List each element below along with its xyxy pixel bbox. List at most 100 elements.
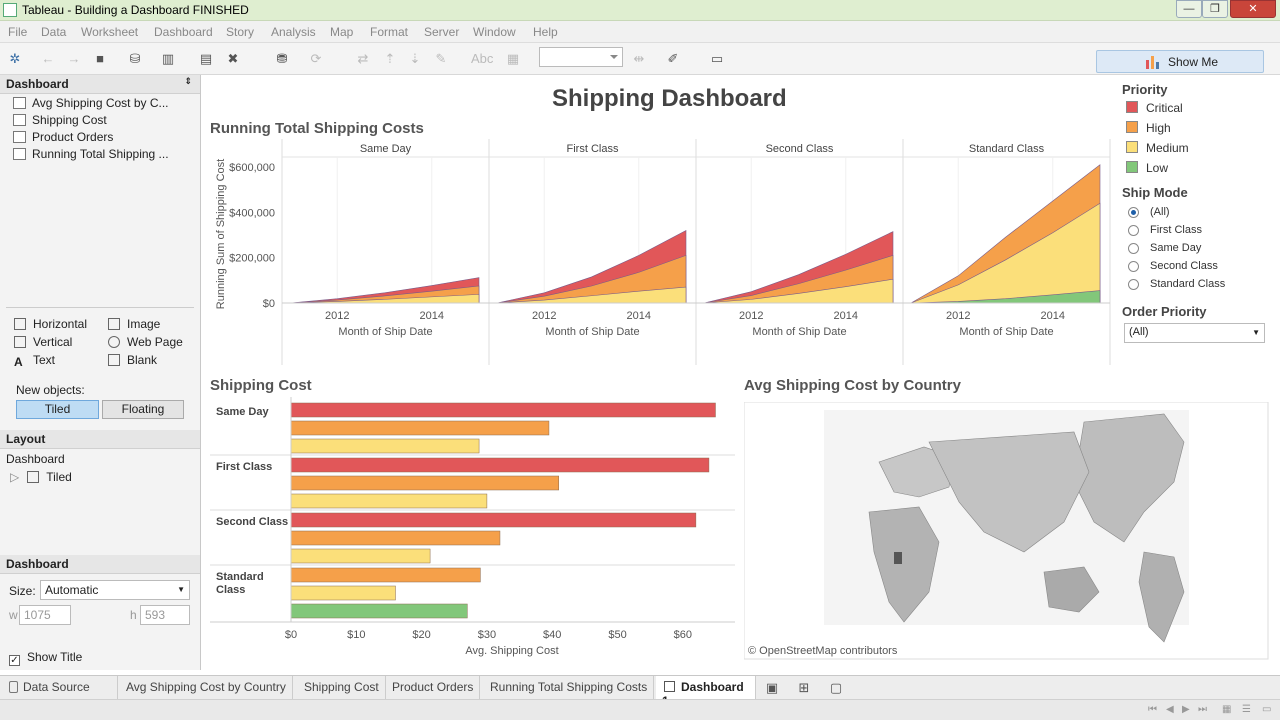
fit-icon[interactable]: ▦ [506,51,520,66]
save-icon[interactable]: ■ [96,51,104,66]
ship-mode-radio-same-day[interactable] [1128,243,1139,254]
show-me-button[interactable]: Show Me [1096,50,1264,73]
page-first-icon[interactable]: ⏮ [1148,704,1157,715]
highlight-icon[interactable]: ✎ [435,51,447,66]
new-data-source-icon[interactable]: ⛁ [129,51,141,66]
sheet-item-running-total[interactable]: Running Total Shipping ... [13,147,169,161]
floating-button[interactable]: Floating [102,400,184,419]
menu-window[interactable]: Window [473,25,516,39]
show-labels-icon[interactable]: Abc [471,51,494,66]
horizontal-icon [14,318,26,330]
filmstrip-view-icon[interactable]: ▭ [1262,704,1272,715]
pause-updates-icon[interactable]: ⛃ [276,51,288,66]
x-tick-label: $30 [478,629,496,641]
menu-dashboard[interactable]: Dashboard [154,25,213,39]
menu-format[interactable]: Format [370,25,409,39]
low-label[interactable]: Low [1146,161,1169,175]
menu-data[interactable]: Data [41,25,67,39]
layout-root[interactable]: Dashboard [6,452,65,466]
world-map[interactable]: © OpenStreetMap contributors [744,402,1269,660]
tab-dashboard-1[interactable]: Dashboard 1 [656,676,756,708]
object-vertical[interactable]: Vertical [14,335,72,349]
undo-icon[interactable]: ← [41,51,55,66]
minimize-button[interactable]: — [1176,0,1202,18]
object-blank[interactable]: Blank [108,353,157,367]
duplicate-sheet-icon[interactable]: ▤ [199,51,213,66]
page-last-icon[interactable]: ⏭ [1198,704,1207,715]
expand-icon[interactable]: ▷ [10,470,20,484]
page-prev-icon[interactable]: ◀ [1166,704,1174,715]
close-button[interactable]: ✕ [1230,0,1276,18]
sheet-item-avg-shipping[interactable]: Avg Shipping Cost by C... [13,96,169,110]
sheet-item-shipping-cost[interactable]: Shipping Cost [13,113,107,127]
tab-shipping-cost[interactable]: Shipping Cost [298,676,386,700]
ship-mode-all[interactable]: (All) [1150,206,1170,218]
object-image[interactable]: Image [108,317,160,331]
clear-sheet-icon[interactable]: ✖ [227,51,239,66]
sort-icon[interactable]: ⇕ [184,76,192,86]
object-web-page[interactable]: Web Page [108,335,183,349]
object-horizontal[interactable]: Horizontal [14,317,87,331]
tab-avg-shipping[interactable]: Avg Shipping Cost by Country [120,676,293,700]
ship-mode-radio-second[interactable] [1128,261,1139,272]
menu-analysis[interactable]: Analysis [271,25,316,39]
menu-file[interactable]: File [8,25,28,39]
order-priority-dropdown[interactable]: (All) ▼ [1124,323,1265,343]
menu-story[interactable]: Story [226,25,255,39]
critical-swatch[interactable] [1126,101,1138,113]
refresh-icon[interactable]: ⟳ [310,51,322,66]
new-worksheet-icon[interactable]: ▥ [161,51,175,66]
new-dashboard-tab-icon[interactable]: ⊞ [798,680,810,695]
high-label[interactable]: High [1146,121,1171,135]
ship-mode-second[interactable]: Second Class [1150,260,1218,272]
ship-mode-first[interactable]: First Class [1150,224,1202,236]
tab-data-source[interactable]: Data Source [0,676,118,700]
ship-mode-radio-first[interactable] [1128,225,1139,236]
fit-dropdown[interactable] [539,47,623,67]
sort-ascending-icon[interactable]: ⇡ [384,51,396,66]
pen-icon[interactable]: ✐ [667,51,679,66]
tab-running-total[interactable]: Running Total Shipping Costs [484,676,655,700]
asia-shape [928,431,1090,553]
fix-axes-icon[interactable]: ⇹ [633,51,645,66]
size-dropdown[interactable]: Automatic ▼ [40,580,190,600]
new-story-tab-icon[interactable]: ▢ [829,680,843,695]
ship-mode-radio-standard[interactable] [1128,279,1139,290]
swap-icon[interactable]: ⇄ [357,51,369,66]
medium-swatch[interactable] [1126,141,1138,153]
ship-mode-standard[interactable]: Standard Class [1150,278,1226,290]
ship-mode-same-day[interactable]: Same Day [1150,242,1202,254]
bar-chart-icon [1146,56,1159,69]
critical-label[interactable]: Critical [1146,101,1183,115]
x-axis-label: Month of Ship Date [752,326,846,338]
map-credit: © OpenStreetMap contributors [748,645,898,657]
show-title-checkbox[interactable]: ✓ Show Title [9,650,83,666]
menu-worksheet[interactable]: Worksheet [81,25,139,39]
x-axis-label: Month of Ship Date [959,326,1053,338]
medium-label[interactable]: Medium [1146,141,1189,155]
maximize-button[interactable]: ❐ [1202,0,1228,18]
tiled-button[interactable]: Tiled [16,400,99,419]
page-next-icon[interactable]: ▶ [1182,704,1190,715]
sort-descending-icon[interactable]: ⇣ [409,51,421,66]
grid-view-icon[interactable]: ▦ [1222,704,1232,715]
map-title: Avg Shipping Cost by Country [744,377,961,394]
list-view-icon[interactable]: ☰ [1242,704,1251,715]
redo-icon[interactable]: → [67,51,81,66]
tableau-logo-icon[interactable]: ✲ [9,51,21,66]
menu-map[interactable]: Map [330,25,354,39]
new-worksheet-tab-icon[interactable]: ▣ [765,680,779,695]
sheet-item-product-orders[interactable]: Product Orders [13,130,113,144]
menu-server[interactable]: Server [424,25,460,39]
ship-mode-radio-all[interactable] [1128,207,1139,218]
width-input[interactable]: 1075 [19,605,71,625]
tab-product-orders[interactable]: Product Orders [386,676,481,700]
x-axis-label: Avg. Shipping Cost [465,645,558,657]
presentation-mode-icon[interactable]: ▭ [710,51,724,66]
object-text[interactable]: A Text [14,353,56,369]
high-swatch[interactable] [1126,121,1138,133]
height-input[interactable]: 593 [140,605,190,625]
layout-tiled-node[interactable]: ▷ Tiled [10,470,72,484]
low-swatch[interactable] [1126,161,1138,173]
menu-help[interactable]: Help [533,25,558,39]
